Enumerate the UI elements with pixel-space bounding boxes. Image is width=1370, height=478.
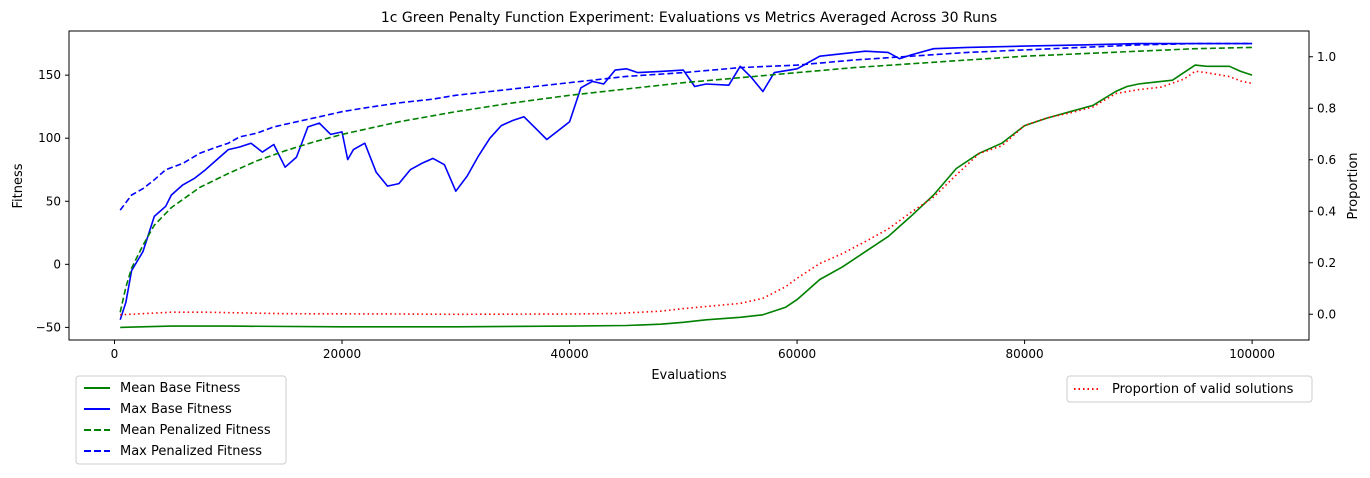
y2-axis-label: Proportion [1346,152,1361,219]
y-tick-label: −50 [36,320,61,334]
legend-right: Proportion of valid solutions [1067,376,1312,402]
y-tick-label: 150 [38,68,61,82]
legend-label-max-penalized: Max Penalized Fitness [120,444,262,459]
x-tick-label: 40000 [550,347,588,361]
chart-title: 1c Green Penalty Function Experiment: Ev… [381,10,997,26]
y-tick-label: 100 [38,131,61,145]
y2-tick-label: 0.0 [1317,307,1336,321]
y-tick-label: 50 [46,194,61,208]
legend-label-max-base: Max Base Fitness [120,402,232,417]
y-axis-label: Fitness [11,163,26,208]
y-tick-label: 0 [53,257,61,271]
series-line-mean-penalized-fitness [120,47,1252,312]
legend-label-mean-penalized: Mean Penalized Fitness [120,423,271,438]
y2-tick-label: 0.8 [1317,101,1336,115]
series-line-max-penalized-fitness [120,44,1252,211]
x-axis-label: Evaluations [651,368,727,383]
x-tick-label: 20000 [323,347,361,361]
y2-tick-label: 0.4 [1317,204,1336,218]
x-tick-label: 60000 [778,347,816,361]
x-tick-label: 0 [111,347,119,361]
y2-tick-label: 0.6 [1317,153,1336,167]
plot-lines [120,44,1252,328]
y2-tick-label: 1.0 [1317,50,1336,64]
y2-tick-label: 0.2 [1317,256,1336,270]
series-line-mean-base-fitness [120,65,1252,327]
legend-label-mean-base: Mean Base Fitness [120,381,241,396]
x-axis: 0 20000 40000 60000 80000 100000 [111,340,1275,361]
x-tick-label: 100000 [1229,347,1275,361]
x-tick-label: 80000 [1006,347,1044,361]
series-line-max-base-fitness [120,44,1252,320]
y-axis-right: 0.0 0.2 0.4 0.6 0.8 1.0 [1309,50,1336,322]
legend-left: Mean Base Fitness Max Base Fitness Mean … [76,376,286,464]
legend-label-valid-proportion: Proportion of valid solutions [1112,382,1294,397]
y-axis-left: −50 0 50 100 150 [36,68,69,334]
